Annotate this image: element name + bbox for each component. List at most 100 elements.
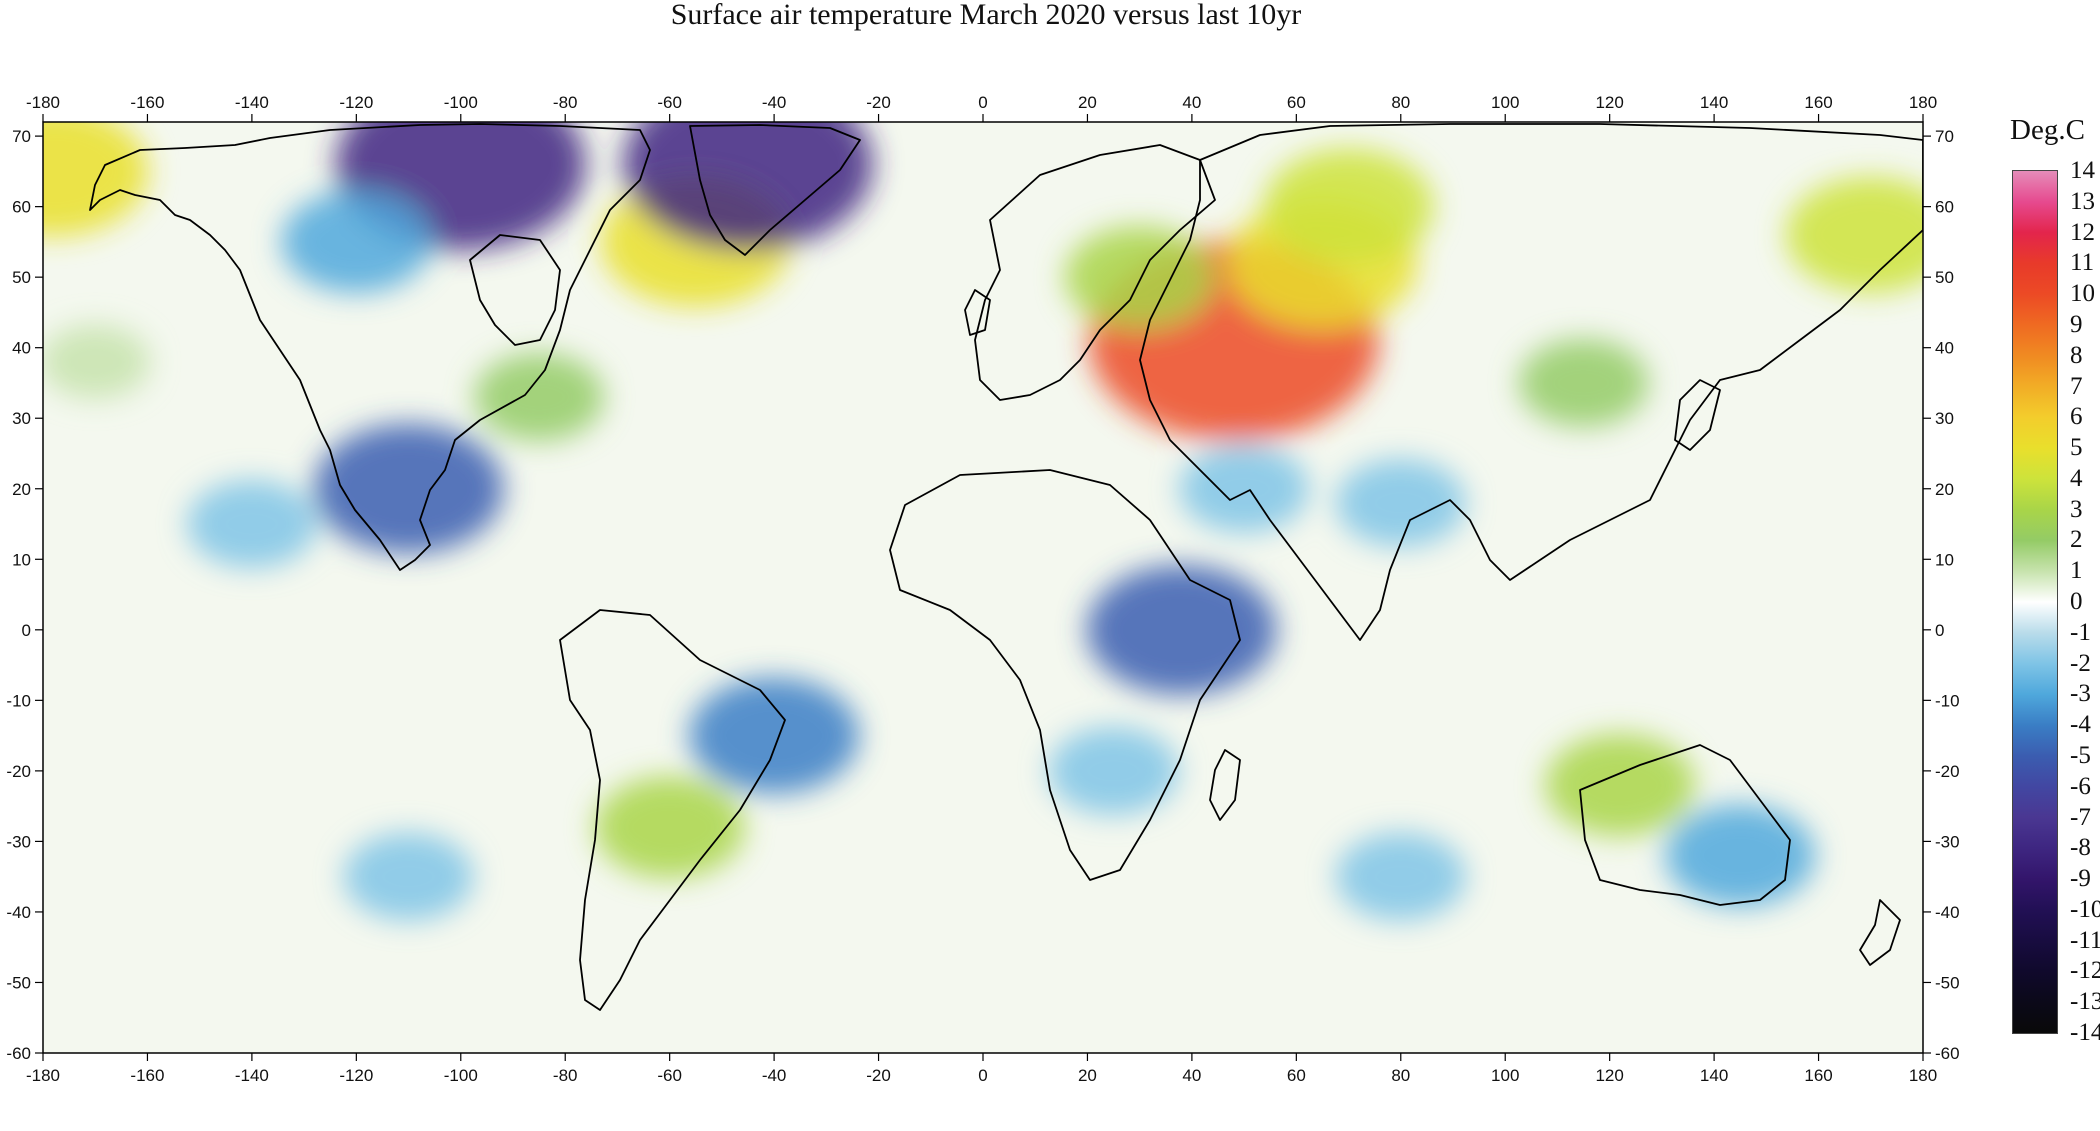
plot-area: -180-180-160-160-140-140-120-120-100-100… [6, 93, 1960, 1085]
lon-label-bottom: -120 [339, 1066, 373, 1085]
lon-label-top: 140 [1700, 93, 1728, 112]
lon-label-top: -40 [762, 93, 787, 112]
lat-label-left: 30 [12, 409, 31, 428]
lon-label-top: 20 [1078, 93, 1097, 112]
lon-label-top: -20 [866, 93, 891, 112]
lon-label-bottom: 60 [1287, 1066, 1306, 1085]
lat-label-right: -50 [1935, 973, 1960, 992]
lon-label-bottom: 140 [1700, 1066, 1728, 1085]
anomaly-western-australia [1545, 733, 1696, 836]
map-title: Surface air temperature March 2020 versu… [670, 0, 1302, 31]
lon-label-bottom: 160 [1804, 1066, 1832, 1085]
colorbar-label: 9 [2070, 310, 2083, 338]
coastline-british-isles [964, 289, 991, 336]
lat-label-left: -60 [6, 1044, 31, 1063]
lat-label-right: 70 [1935, 127, 1954, 146]
lon-label-top: -100 [444, 93, 478, 112]
lat-label-left: -20 [6, 762, 31, 781]
lon-label-top: -120 [339, 93, 373, 112]
colorbar-label: -4 [2070, 711, 2091, 739]
lat-label-left: -30 [6, 832, 31, 851]
lon-label-bottom: -180 [26, 1066, 60, 1085]
anomaly-arabia [1179, 444, 1310, 533]
lat-label-right: 60 [1935, 198, 1954, 217]
colorbar-label: 13 [2070, 187, 2095, 215]
lon-label-bottom: -160 [130, 1066, 164, 1085]
coastline-greenland [689, 124, 861, 256]
coastline-hudson-bay [469, 234, 561, 346]
colorbar-label: 8 [2070, 341, 2083, 369]
anomaly-central-pacific [43, 324, 151, 399]
lon-label-bottom: 40 [1182, 1066, 1201, 1085]
lat-label-left: 70 [12, 127, 31, 146]
lon-label-bottom: 80 [1391, 1066, 1410, 1085]
coastline-asia [1139, 123, 1923, 641]
lon-label-bottom: 0 [978, 1066, 987, 1085]
lat-label-left: -10 [6, 691, 31, 710]
lon-label-top: -160 [130, 93, 164, 112]
anomaly-russia-urals [1263, 148, 1434, 265]
colorbar-label: -12 [2070, 957, 2100, 985]
anomaly-eastern-europe [1064, 226, 1215, 329]
lon-label-bottom: -140 [235, 1066, 269, 1085]
colorbar-label: 10 [2070, 280, 2095, 308]
lat-label-right: -30 [1935, 832, 1960, 851]
colorbar-label: -10 [2070, 895, 2100, 923]
lon-label-bottom: 100 [1491, 1066, 1519, 1085]
map-figure: -180-180-160-160-140-140-120-120-100-100… [6, 93, 1960, 1085]
legend-title: Deg.C [2010, 114, 2085, 146]
colorbar-label: -5 [2070, 741, 2091, 769]
colorbar-label: 6 [2070, 403, 2083, 431]
colorbar-label: 1 [2070, 557, 2083, 585]
colorbar-label: 3 [2070, 495, 2083, 523]
lon-label-bottom: -100 [444, 1066, 478, 1085]
lat-label-right: 30 [1935, 409, 1954, 428]
lat-label-right: 40 [1935, 339, 1954, 358]
lat-label-left: -50 [6, 973, 31, 992]
lat-label-left: 20 [12, 480, 31, 499]
colorbar [2012, 170, 2058, 1034]
anomaly-east-africa [1086, 564, 1277, 695]
coastline-africa [889, 469, 1241, 881]
lon-label-top: 180 [1909, 93, 1937, 112]
lon-label-top: 0 [978, 93, 987, 112]
anomaly-eastern-australia [1665, 804, 1816, 907]
colorbar-label: -3 [2070, 680, 2091, 708]
lon-label-bottom: -80 [553, 1066, 578, 1085]
lat-label-right: 0 [1935, 621, 1944, 640]
anomaly-eastern-us [474, 353, 605, 442]
lat-label-right: 20 [1935, 480, 1954, 499]
lon-label-top: 160 [1804, 93, 1832, 112]
colorbar-label: 0 [2070, 588, 2083, 615]
colorbar-label: -8 [2070, 834, 2091, 862]
colorbar-label: -11 [2070, 926, 2100, 954]
coastline-madagascar [1209, 749, 1241, 821]
anomaly-kamchatka [1785, 176, 1923, 293]
lon-label-bottom: 120 [1595, 1066, 1623, 1085]
lon-label-top: -60 [657, 93, 682, 112]
anomaly-bering-strait [43, 122, 149, 237]
colorbar-label: 4 [2070, 464, 2083, 492]
lon-label-top: 60 [1287, 93, 1306, 112]
colorbar-label: -9 [2070, 865, 2091, 893]
anomaly-south-pacific [343, 832, 474, 921]
lon-label-bottom: -40 [762, 1066, 787, 1085]
lon-label-top: -80 [553, 93, 578, 112]
lat-label-right: -60 [1935, 1044, 1960, 1063]
anomaly-mexico [313, 423, 504, 554]
lat-label-left: -40 [6, 903, 31, 922]
lat-label-left: 40 [12, 339, 31, 358]
colorbar-label: 12 [2070, 218, 2095, 246]
coastline-new-zealand [1859, 899, 1901, 966]
anomaly-china [1518, 338, 1649, 427]
colorbar-label: -14 [2070, 1019, 2100, 1046]
coastline-australia [1579, 744, 1791, 906]
colorbar-label: 14 [2070, 157, 2095, 184]
colorbar-label: -7 [2070, 803, 2091, 831]
anomaly-south-indian-ocean [1335, 832, 1466, 921]
colorbar-label: 5 [2070, 434, 2083, 462]
lon-label-top: 120 [1595, 93, 1623, 112]
coastline-japan [1674, 379, 1721, 451]
lat-label-right: -10 [1935, 691, 1960, 710]
lat-label-left: 50 [12, 268, 31, 287]
